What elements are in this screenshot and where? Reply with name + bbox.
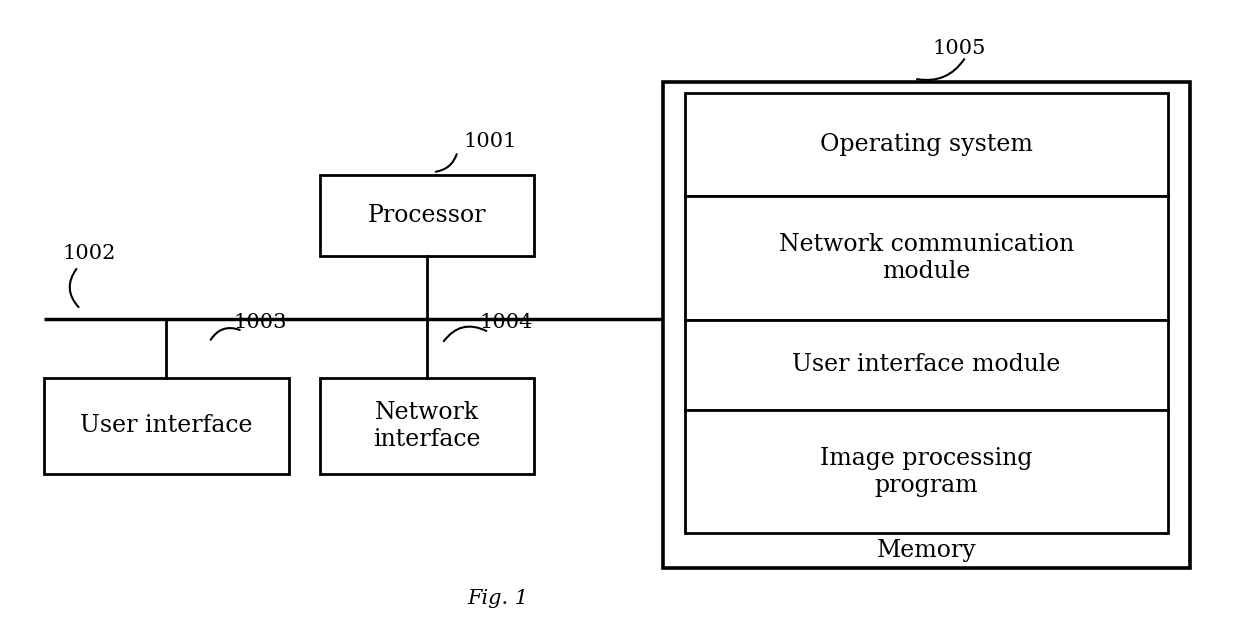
Text: Operating system: Operating system [820,133,1033,156]
Bar [684,93,1168,196]
Text: Fig. 1: Fig. 1 [467,589,528,608]
Bar [684,410,1168,533]
Text: 1001: 1001 [464,132,517,151]
Text: 1003: 1003 [234,313,288,332]
Bar [684,196,1168,320]
Text: Processor: Processor [367,204,486,227]
Bar [684,320,1168,410]
Bar [663,82,1190,568]
Bar [320,175,534,256]
Bar [320,378,534,475]
Text: 1005: 1005 [932,39,986,58]
Text: Network communication
module: Network communication module [779,233,1074,283]
Text: 1004: 1004 [479,313,532,332]
Text: 1002: 1002 [62,245,115,263]
Text: Image processing
program: Image processing program [821,447,1033,496]
Text: User interface: User interface [81,415,253,438]
Text: Network
interface: Network interface [373,401,481,451]
Bar [43,378,289,475]
Text: User interface module: User interface module [792,354,1060,376]
Text: Memory: Memory [877,539,976,562]
